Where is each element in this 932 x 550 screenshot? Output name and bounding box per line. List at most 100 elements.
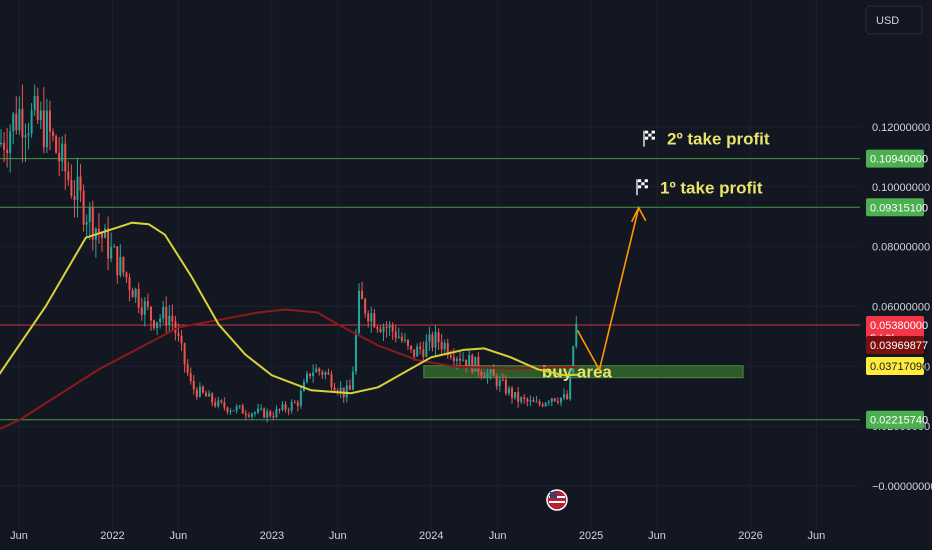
candle-body [156, 322, 159, 328]
candle-body [24, 135, 27, 138]
candle-body [572, 346, 575, 374]
candle-body [358, 290, 361, 333]
projection-line [576, 207, 640, 373]
moving-averages [0, 221, 578, 430]
candle-body [128, 277, 131, 290]
candle-body [321, 371, 324, 375]
candle-body [563, 394, 566, 398]
candle-body [532, 400, 535, 402]
candle-body [266, 411, 269, 418]
candle-body [260, 408, 263, 410]
candle-body [550, 398, 553, 402]
flag-cell [645, 133, 649, 137]
candle-body [30, 110, 33, 134]
flag-cell [644, 185, 648, 189]
candle-body [452, 357, 455, 362]
candle-body [416, 346, 419, 357]
us-flag-icon[interactable] [546, 489, 568, 511]
candle-body [0, 142, 2, 145]
candle-body [165, 307, 168, 326]
candle-body [306, 373, 308, 382]
candle-body [217, 400, 220, 407]
candle-body [391, 324, 394, 332]
candle-body [137, 288, 140, 308]
candle-body [97, 228, 100, 234]
level-badge [866, 198, 924, 217]
candle-body [385, 326, 388, 328]
y-tick-label: 0.06000000 [872, 301, 930, 313]
take-profit-label-1: 2º take profit [667, 130, 770, 149]
candle-body [403, 339, 406, 341]
candle-body [226, 407, 229, 412]
buy-area-box[interactable] [423, 365, 744, 379]
candle-body [174, 321, 177, 333]
candle-body [511, 387, 514, 398]
candle-body [318, 368, 321, 372]
candle-body [351, 371, 354, 390]
candle-body [9, 131, 12, 153]
current-price-label: 0.05380000 [870, 320, 928, 332]
candle-body [569, 373, 572, 399]
candle-body [376, 327, 379, 330]
flag-cell [648, 133, 652, 137]
candle-body [220, 400, 223, 403]
flag-cell [644, 182, 648, 186]
candle-body [459, 358, 461, 361]
candle-body [293, 402, 296, 404]
candle-body [483, 375, 486, 379]
candle-body [229, 410, 232, 412]
candle-body [526, 398, 529, 402]
checkered-flag-icon [636, 179, 648, 196]
candle-body [434, 332, 437, 348]
candle-body [299, 391, 302, 406]
slow-moving-average [0, 308, 578, 430]
candle-body [556, 400, 559, 403]
candle-body [517, 392, 520, 402]
currency-button[interactable]: USD [865, 5, 923, 35]
candle-body [88, 207, 91, 223]
flag-cell [651, 130, 655, 134]
candle-body [15, 113, 18, 131]
candle-body [523, 397, 526, 399]
candle-body [290, 402, 293, 411]
candle-body [559, 397, 562, 403]
flag-cell [644, 179, 648, 183]
candle-body [211, 393, 214, 403]
candle-body [64, 143, 67, 172]
candle-body [477, 356, 480, 372]
candle-body [253, 412, 256, 414]
candle-body [189, 372, 192, 381]
candle-body [52, 131, 55, 137]
candle-body [48, 110, 51, 132]
candle-body [312, 372, 315, 377]
candle-body [364, 299, 367, 314]
candle-body [410, 345, 413, 350]
flag-cell [641, 179, 645, 183]
candle-body [149, 306, 152, 321]
candle-body [171, 315, 174, 322]
x-tick-label: Jun [329, 530, 347, 542]
candle-body [529, 400, 532, 402]
candle-body [58, 152, 61, 162]
slow-ma-badge [866, 336, 924, 354]
candle-body [507, 387, 510, 394]
candle-body [388, 324, 391, 328]
candle-body [244, 413, 247, 416]
x-tick-label: Jun [648, 530, 666, 542]
candle-body [538, 401, 541, 405]
x-tick-label: Jun [10, 530, 28, 542]
candle-body [520, 397, 523, 402]
candle-body [153, 320, 155, 328]
candle-body [275, 409, 278, 417]
candle-body [474, 356, 477, 372]
candle-body [468, 355, 471, 367]
candle-body [361, 290, 364, 300]
candle-body [428, 334, 431, 342]
candle-body [431, 334, 434, 348]
candle-body [36, 95, 39, 121]
candle-body [315, 368, 318, 373]
candle-body [272, 416, 275, 418]
candle-body [278, 409, 281, 411]
candle-body [42, 110, 45, 148]
